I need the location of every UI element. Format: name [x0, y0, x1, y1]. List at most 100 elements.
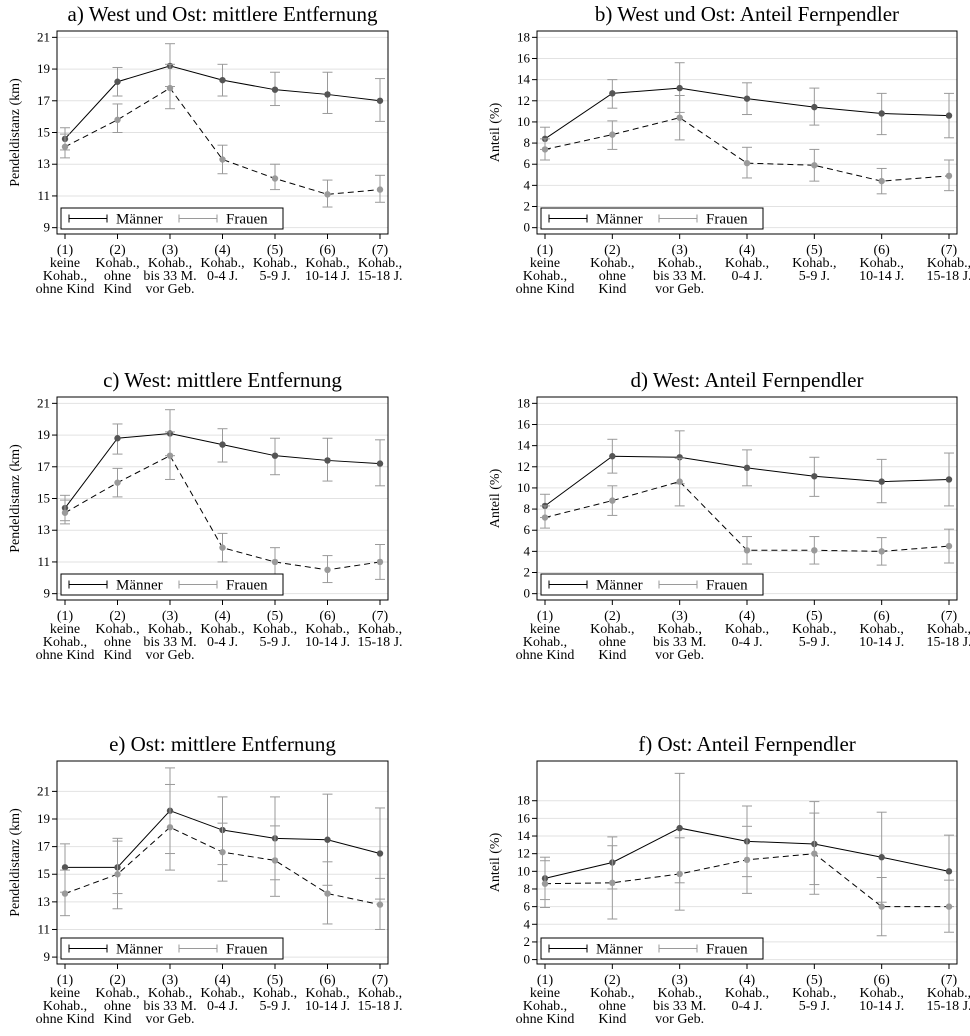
x-tick-label: (4): [214, 243, 231, 258]
chart-title: a) West und Ost: mittlere Entfernung: [68, 2, 378, 26]
y-tick-label: 2: [524, 565, 531, 580]
series-line: [64, 87, 381, 195]
legend: Männer Frauen: [60, 207, 284, 230]
data-point: [811, 473, 818, 480]
x-tick-label: 0-4 J.: [207, 635, 238, 650]
x-tick-label: (6): [874, 609, 891, 624]
x-tick-label: Kohab.,: [590, 986, 634, 1001]
x-tick-label: Kohab.,: [658, 986, 702, 1001]
data-point: [271, 558, 279, 566]
x-tick-label: ohne Kind: [36, 648, 95, 663]
x-tick-label: 15-18 J.: [357, 635, 402, 650]
y-tick-label: 9: [44, 949, 51, 964]
y-tick-label: 8: [524, 881, 531, 896]
x-tick-label: (5): [267, 973, 284, 988]
x-tick-label: ohne Kind: [516, 648, 575, 663]
x-tick-label: Kohab.,: [860, 622, 904, 637]
legend-label-frauen: Frauen: [226, 212, 268, 228]
data-point: [376, 186, 384, 193]
y-tick-label: 16: [517, 810, 531, 825]
x-tick-label: (2): [109, 973, 126, 988]
y-tick-label: 17: [37, 459, 51, 474]
data-point: [219, 441, 226, 448]
data-point: [219, 156, 226, 163]
data-point: [324, 191, 331, 198]
data-point: [609, 879, 616, 886]
y-tick-label: 19: [37, 427, 50, 442]
legend-box: [60, 207, 284, 230]
chart-panel-1: a) West und Ost: mittlere Entfernung 9 11 1…: [8, 2, 403, 297]
y-tick-label: 15: [37, 491, 50, 506]
x-tick-label: vor Geb.: [146, 648, 195, 663]
x-tick-label: keine: [50, 986, 80, 1001]
x-tick-label: (4): [214, 973, 231, 988]
y-tick-label: 12: [517, 846, 530, 861]
x-tick-label: vor Geb.: [146, 1012, 195, 1027]
x-tick-label: 0-4 J.: [207, 999, 238, 1014]
series-frauen: [60, 63, 385, 208]
x-tick-label: (6): [319, 609, 336, 624]
legend-label-maenner: Männer: [596, 942, 643, 958]
data-point: [878, 177, 885, 185]
y-tick-label: 2: [524, 199, 531, 214]
y-tick-label: 18: [517, 793, 530, 808]
x-tick-label: (2): [604, 243, 621, 258]
x-tick-label: Kohab.,: [590, 256, 634, 271]
data-point: [676, 84, 683, 92]
legend-label-maenner: Männer: [596, 578, 643, 594]
data-point: [743, 159, 751, 167]
y-axis-label: Pendeldistanz (km): [8, 444, 23, 553]
x-tick-label: (6): [319, 243, 336, 258]
y-axis-label: Anteil (%): [488, 102, 503, 162]
data-point: [743, 464, 751, 472]
series-maenner: [540, 62, 954, 150]
data-point: [676, 114, 683, 121]
y-tick-label: 0: [524, 952, 531, 967]
x-tick-label: Kohab.,: [358, 986, 402, 1001]
x-tick-label: Kohab.,: [860, 986, 904, 1001]
y-tick-label: 21: [37, 29, 50, 44]
x-tick-label: 5-9 J.: [259, 269, 290, 284]
x-tick-label: bis 33 M.: [653, 999, 706, 1014]
data-point: [61, 864, 69, 871]
x-tick-label: Kohab.,: [43, 635, 87, 650]
x-tick-label: (3): [162, 609, 179, 624]
data-point: [114, 479, 121, 486]
legend-label-frauen: Frauen: [706, 578, 748, 594]
y-axis-label: Pendeldistanz (km): [8, 808, 23, 917]
x-tick-label: (4): [739, 609, 756, 624]
legend-label-frauen: Frauen: [706, 212, 748, 228]
x-tick-label: 15-18 J.: [357, 269, 402, 284]
data-point: [945, 112, 953, 119]
data-point: [114, 116, 121, 124]
legend: Männer Frauen: [60, 573, 284, 596]
x-tick-label: (5): [267, 609, 284, 624]
data-point: [811, 850, 818, 857]
data-point: [945, 172, 953, 180]
x-tick-label: 0-4 J.: [731, 269, 762, 284]
x-tick-label: keine: [530, 622, 560, 637]
y-tick-label: 11: [37, 188, 50, 203]
chart-panel-4: d) West: Anteil Fernpendler 0 2 4 6 8 10 12 14 16…: [488, 368, 970, 663]
x-tick-label: Kohab.,: [927, 622, 970, 637]
data-point: [878, 903, 885, 910]
data-point: [61, 143, 69, 150]
x-tick-label: Kohab.,: [358, 256, 402, 271]
y-tick-label: 15: [37, 125, 50, 140]
data-point: [609, 131, 616, 138]
x-tick-label: bis 33 M.: [653, 635, 706, 650]
x-tick-label: ohne: [104, 269, 131, 284]
legend-label-maenner: Männer: [596, 212, 643, 228]
y-tick-label: 6: [524, 156, 531, 171]
data-point: [61, 509, 69, 516]
data-point: [541, 514, 549, 521]
x-tick-label: ohne Kind: [36, 282, 95, 297]
x-tick-label: Kohab.,: [860, 256, 904, 271]
x-tick-label: 15-18 J.: [926, 635, 970, 650]
data-point: [945, 903, 953, 910]
chart-title: e) Ost: mittlere Entfernung: [109, 732, 336, 756]
y-tick-label: 15: [37, 866, 50, 881]
x-tick-label: (3): [672, 973, 689, 988]
legend-label-maenner: Männer: [116, 212, 163, 228]
x-tick-label: keine: [50, 256, 80, 271]
